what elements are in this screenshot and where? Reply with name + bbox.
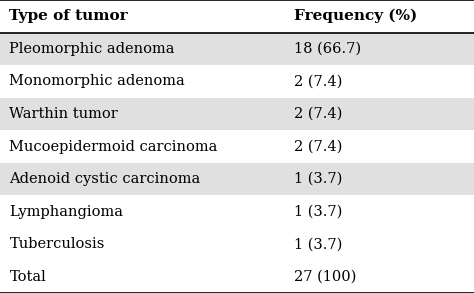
Text: Lymphangioma: Lymphangioma (9, 205, 124, 219)
Text: Monomorphic adenoma: Monomorphic adenoma (9, 74, 185, 88)
Text: Total: Total (9, 270, 46, 284)
Bar (0, 163, 474, 195)
Text: 2 (7.4): 2 (7.4) (294, 107, 342, 121)
Text: Mucoepidermoid carcinoma: Mucoepidermoid carcinoma (9, 139, 218, 154)
Bar (0, 98, 474, 130)
Text: Pleomorphic adenoma: Pleomorphic adenoma (9, 42, 175, 56)
Bar (0, 33, 474, 65)
Text: 2 (7.4): 2 (7.4) (294, 139, 342, 154)
Text: Tuberculosis: Tuberculosis (9, 237, 105, 251)
Text: 1 (3.7): 1 (3.7) (294, 205, 342, 219)
Text: 2 (7.4): 2 (7.4) (294, 74, 342, 88)
Text: Adenoid cystic carcinoma: Adenoid cystic carcinoma (9, 172, 201, 186)
Text: 18 (66.7): 18 (66.7) (294, 42, 361, 56)
Text: Type of tumor: Type of tumor (9, 9, 128, 23)
Text: 1 (3.7): 1 (3.7) (294, 172, 342, 186)
Text: Warthin tumor: Warthin tumor (9, 107, 118, 121)
Text: Frequency (%): Frequency (%) (294, 9, 417, 23)
Text: 1 (3.7): 1 (3.7) (294, 237, 342, 251)
Text: 27 (100): 27 (100) (294, 270, 356, 284)
